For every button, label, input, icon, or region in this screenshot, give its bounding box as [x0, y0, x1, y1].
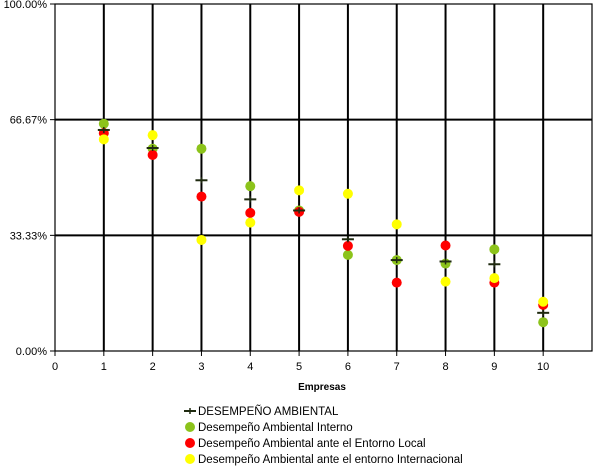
x-tick-label: 6 [345, 361, 351, 373]
data-point [245, 217, 256, 228]
y-tick-label: 66.67% [10, 115, 48, 127]
legend-item: DESEMPEÑO AMBIENTAL [184, 405, 339, 418]
data-point [195, 177, 208, 184]
data-points [97, 118, 550, 328]
legend-item: Desempeño Ambiental ante el Entorno Loca… [185, 438, 426, 450]
data-point [341, 236, 354, 243]
legend-label: DESEMPEÑO AMBIENTAL [198, 405, 339, 418]
x-tick-label: 5 [296, 361, 302, 373]
plot-border [54, 3, 593, 352]
x-tick-label: 7 [394, 361, 400, 373]
data-point [244, 196, 257, 203]
data-point [196, 234, 207, 245]
data-point [147, 149, 158, 160]
legend-marker [184, 408, 196, 414]
data-point [538, 317, 549, 328]
data-point [538, 296, 549, 307]
legend-label: Desempeño Ambiental ante el Entorno Loca… [198, 438, 426, 450]
data-point [489, 244, 500, 255]
data-point [245, 181, 256, 192]
x-tick-label: 2 [150, 361, 156, 373]
data-point [146, 145, 159, 152]
legend-label: Desempeño Ambiental Interno [198, 422, 353, 434]
data-point [147, 130, 158, 141]
data-point [342, 240, 353, 251]
data-point [390, 257, 403, 264]
y-tick-label: 33.33% [10, 230, 48, 242]
data-point [196, 143, 207, 154]
axes [50, 3, 593, 356]
legend-item: Desempeño Ambiental Interno [185, 422, 353, 434]
data-point [342, 249, 353, 260]
legend-marker [185, 438, 195, 448]
x-tick-label: 1 [101, 361, 107, 373]
legend-marker [185, 454, 195, 464]
data-point [439, 258, 452, 265]
x-axis-title: Empresas [298, 382, 346, 393]
data-point [97, 126, 110, 133]
x-tick-label: 8 [442, 361, 448, 373]
data-point [391, 219, 402, 230]
data-point [196, 191, 207, 202]
data-point [294, 185, 305, 196]
y-tick-label: 100.00% [4, 0, 48, 11]
data-point [98, 134, 109, 145]
data-point [98, 118, 109, 129]
legend-marker [185, 422, 195, 432]
x-tick-label: 9 [491, 361, 497, 373]
data-point [537, 309, 550, 316]
x-tick-label: 0 [52, 361, 58, 373]
legend-label: Desempeño Ambiental ante el entorno Inte… [198, 454, 463, 466]
data-point [293, 207, 306, 214]
y-tick-label: 0.00% [16, 346, 47, 358]
grid-lines [55, 4, 592, 351]
data-point [440, 276, 451, 287]
legend-item: Desempeño Ambiental ante el entorno Inte… [185, 454, 463, 466]
data-point [391, 277, 402, 288]
tick-labels: 0 1 2 3 4 5 6 7 8 9 100.00%33.33%66.67%100.00% [4, 0, 550, 373]
legend: DESEMPEÑO AMBIENTAL Desempeño Ambiental I… [184, 405, 463, 466]
data-point [245, 207, 256, 218]
data-point [342, 188, 353, 199]
data-point [440, 240, 451, 251]
x-tick-label: 3 [198, 361, 204, 373]
x-tick-label: 4 [247, 361, 253, 373]
data-point [488, 261, 501, 268]
data-point [489, 273, 500, 284]
x-tick-label: 10 [537, 361, 549, 373]
